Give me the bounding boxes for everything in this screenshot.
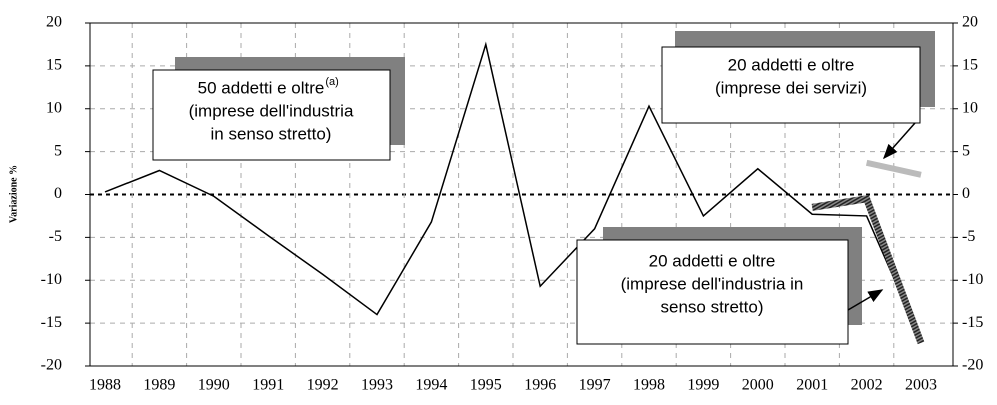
x-tick-label: 2002	[851, 377, 883, 394]
y2-tick-label: 15	[962, 57, 978, 74]
annotation-text: 20 addetti e oltre	[649, 251, 776, 270]
annotation-text: 50 addetti e oltre	[198, 78, 325, 97]
y2-tick-label: 0	[962, 185, 970, 202]
arrow	[883, 122, 916, 160]
annotation-box	[152, 69, 391, 161]
series-line	[104, 41, 922, 341]
y-axis-label: Variazione %	[8, 165, 19, 223]
y2-tick-label: 5	[962, 142, 970, 159]
x-tick-label: 1991	[252, 377, 284, 394]
y-tick-label: 10	[46, 99, 62, 116]
y-tick-label: -15	[41, 314, 62, 331]
y-tick-label: -20	[41, 357, 62, 374]
x-tick-label: 2000	[742, 377, 774, 394]
y-tick-label: 5	[54, 142, 62, 159]
x-tick-label: 2001	[796, 377, 828, 394]
plot-frame	[89, 22, 954, 367]
y2-tick-label: -20	[962, 357, 983, 374]
y2-tick-label: 10	[962, 99, 978, 116]
y2-tick-label: -15	[962, 314, 983, 331]
y-tick-label: -5	[49, 228, 62, 245]
y-tick-label: 0	[54, 185, 62, 202]
annotation-superscript: (a)	[325, 76, 338, 88]
annotation-text: in senso stretto)	[211, 124, 332, 143]
annotation-box	[576, 239, 849, 345]
annotation-text: (imprese dell'industria in	[621, 274, 804, 293]
x-tick-label: 1990	[198, 377, 230, 394]
annotation-text: 20 addetti e oltre	[728, 55, 855, 74]
x-tick-label: 1993	[361, 377, 393, 394]
y-tick-label: 15	[46, 57, 62, 74]
y2-tick-label: -5	[962, 228, 975, 245]
y-tick-label: -10	[41, 271, 62, 288]
x-tick-label: 1989	[143, 377, 175, 394]
annotation-text: senso stretto)	[661, 297, 764, 316]
x-tick-label: 1994	[415, 377, 447, 394]
y-tick-label: 20	[46, 14, 62, 31]
x-tick-label: 1988	[89, 377, 121, 394]
annotation-text: (imprese dei servizi)	[715, 78, 867, 97]
series-line	[811, 194, 925, 345]
arrow	[847, 289, 884, 311]
x-tick-label: 1997	[579, 377, 611, 394]
y2-tick-label: -10	[962, 271, 983, 288]
x-tick-label: 2003	[905, 377, 937, 394]
x-tick-label: 1995	[470, 377, 502, 394]
y2-tick-label: 20	[962, 14, 978, 31]
x-tick-label: 1996	[524, 377, 556, 394]
x-tick-label: 1999	[687, 377, 719, 394]
x-tick-label: 1992	[307, 377, 339, 394]
annotation-box	[661, 46, 921, 124]
x-tick-label: 1998	[633, 377, 665, 394]
annotation-text: (imprese dell'industria	[189, 101, 354, 120]
series-line	[865, 159, 922, 178]
